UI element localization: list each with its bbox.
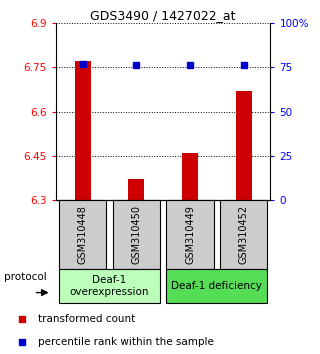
- Bar: [236, 91, 252, 200]
- Text: GSM310448: GSM310448: [78, 205, 88, 264]
- Text: Deaf-1 deficiency: Deaf-1 deficiency: [172, 281, 262, 291]
- Bar: [166, 269, 267, 303]
- Text: protocol: protocol: [4, 273, 47, 282]
- Text: GSM310452: GSM310452: [239, 205, 249, 264]
- Bar: [182, 153, 198, 200]
- Bar: [113, 200, 160, 269]
- Text: GSM310450: GSM310450: [132, 205, 141, 264]
- Bar: [59, 200, 106, 269]
- Text: GSM310449: GSM310449: [185, 205, 195, 264]
- Bar: [128, 179, 144, 200]
- Text: transformed count: transformed count: [37, 314, 135, 325]
- Bar: [166, 200, 213, 269]
- Text: Deaf-1
overexpression: Deaf-1 overexpression: [70, 275, 149, 297]
- Text: percentile rank within the sample: percentile rank within the sample: [37, 337, 213, 348]
- Bar: [59, 269, 160, 303]
- Bar: [220, 200, 267, 269]
- Bar: [75, 61, 91, 200]
- Title: GDS3490 / 1427022_at: GDS3490 / 1427022_at: [91, 9, 236, 22]
